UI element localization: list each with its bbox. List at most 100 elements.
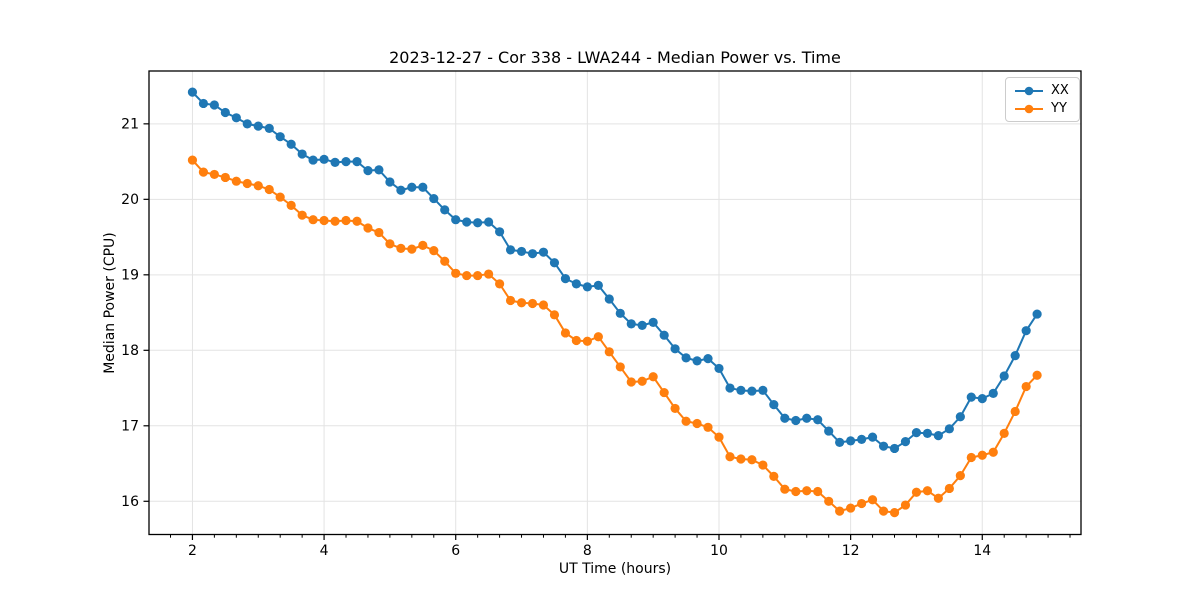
data-point-xx <box>495 227 505 237</box>
data-point-yy <box>1032 370 1042 380</box>
data-point-yy <box>286 200 296 210</box>
data-point-xx <box>308 155 318 165</box>
data-point-xx <box>275 132 285 142</box>
data-point-yy <box>857 498 867 509</box>
data-point-yy <box>824 496 834 506</box>
data-point-yy <box>220 172 230 183</box>
data-point-yy <box>473 270 483 281</box>
data-point-yy <box>846 503 856 513</box>
data-point-xx <box>835 437 845 447</box>
data-point-xx <box>549 258 560 268</box>
data-point-xx <box>319 154 329 164</box>
data-point-yy <box>802 486 812 496</box>
data-point-yy <box>593 332 603 342</box>
data-point-xx <box>988 388 998 398</box>
legend-sample-line-xx <box>1015 86 1043 95</box>
data-point-yy <box>758 460 768 470</box>
data-point-yy <box>966 452 976 463</box>
data-point-xx <box>363 166 373 176</box>
data-point-yy <box>878 506 889 516</box>
y-tick-label: 17 <box>121 419 139 435</box>
x-tick-label: 8 <box>583 543 592 559</box>
data-point-xx <box>867 432 878 442</box>
data-point-yy <box>659 387 669 398</box>
data-point-yy <box>747 455 757 465</box>
x-tick-label: 14 <box>973 543 991 559</box>
data-point-yy <box>900 500 911 510</box>
data-point-xx <box>769 400 779 410</box>
data-point-yy <box>780 484 790 494</box>
data-point-xx <box>747 386 757 396</box>
data-point-xx <box>977 394 987 404</box>
data-point-xx <box>670 344 680 354</box>
data-point-yy <box>1021 381 1031 392</box>
data-point-yy <box>681 416 691 426</box>
data-point-xx <box>966 392 976 402</box>
data-point-xx <box>407 182 417 192</box>
y-tick-label: 18 <box>121 343 139 359</box>
data-point-xx <box>286 139 296 149</box>
data-point-yy <box>538 300 549 310</box>
plot-frame <box>148 70 1082 536</box>
data-point-yy <box>988 447 998 457</box>
data-point-yy <box>714 432 724 442</box>
data-point-xx <box>516 246 527 257</box>
data-point-xx <box>571 279 581 289</box>
data-point-yy <box>253 181 263 191</box>
data-point-yy <box>209 169 219 180</box>
data-point-yy <box>637 376 647 386</box>
data-point-xx <box>703 354 713 364</box>
data-point-yy <box>451 268 461 278</box>
data-point-yy <box>231 176 241 186</box>
data-point-xx <box>1032 309 1042 319</box>
data-point-xx <box>944 424 954 434</box>
x-tick-label: 4 <box>320 543 329 559</box>
data-point-xx <box>231 113 241 123</box>
x-tick-label: 12 <box>842 543 860 559</box>
data-point-yy <box>791 486 801 497</box>
data-point-xx <box>824 426 834 436</box>
data-point-xx <box>604 294 614 304</box>
data-point-xx <box>889 443 900 454</box>
data-point-xx <box>791 415 801 426</box>
data-point-xx <box>802 413 812 423</box>
data-point-yy <box>418 240 428 250</box>
data-point-yy <box>999 428 1009 438</box>
data-point-yy <box>944 483 954 494</box>
x-axis-label: UT Time (hours) <box>558 561 672 577</box>
data-point-xx <box>999 371 1009 381</box>
data-point-xx <box>813 415 823 425</box>
data-point-yy <box>648 372 658 382</box>
legend: XX YY <box>1005 77 1080 122</box>
data-point-xx <box>878 441 889 451</box>
y-tick-label: 16 <box>121 494 139 510</box>
data-point-yy <box>505 295 516 306</box>
data-point-xx <box>341 156 351 167</box>
data-point-yy <box>1010 406 1020 417</box>
data-point-yy <box>604 347 614 357</box>
data-point-xx <box>473 218 483 228</box>
data-point-yy <box>977 450 987 460</box>
data-point-xx <box>714 363 724 374</box>
data-point-yy <box>297 210 307 220</box>
data-point-xx <box>593 280 603 290</box>
data-point-xx <box>462 217 472 227</box>
legend-item-xx: XX <box>1014 83 1069 98</box>
data-point-yy <box>736 454 746 464</box>
data-point-yy <box>198 167 209 177</box>
data-point-xx <box>637 320 647 330</box>
x-tick-label: 6 <box>451 543 460 559</box>
data-point-xx <box>900 437 911 447</box>
data-point-xx <box>582 282 592 292</box>
data-point-xx <box>933 431 943 441</box>
legend-item-yy: YY <box>1014 101 1069 116</box>
data-point-yy <box>407 244 417 254</box>
data-point-yy <box>670 403 680 414</box>
data-point-xx <box>242 119 252 129</box>
data-point-yy <box>560 328 571 338</box>
data-point-xx <box>451 215 461 225</box>
data-point-yy <box>330 216 340 226</box>
data-point-yy <box>955 471 965 481</box>
data-point-yy <box>626 377 636 387</box>
data-point-yy <box>527 298 538 309</box>
